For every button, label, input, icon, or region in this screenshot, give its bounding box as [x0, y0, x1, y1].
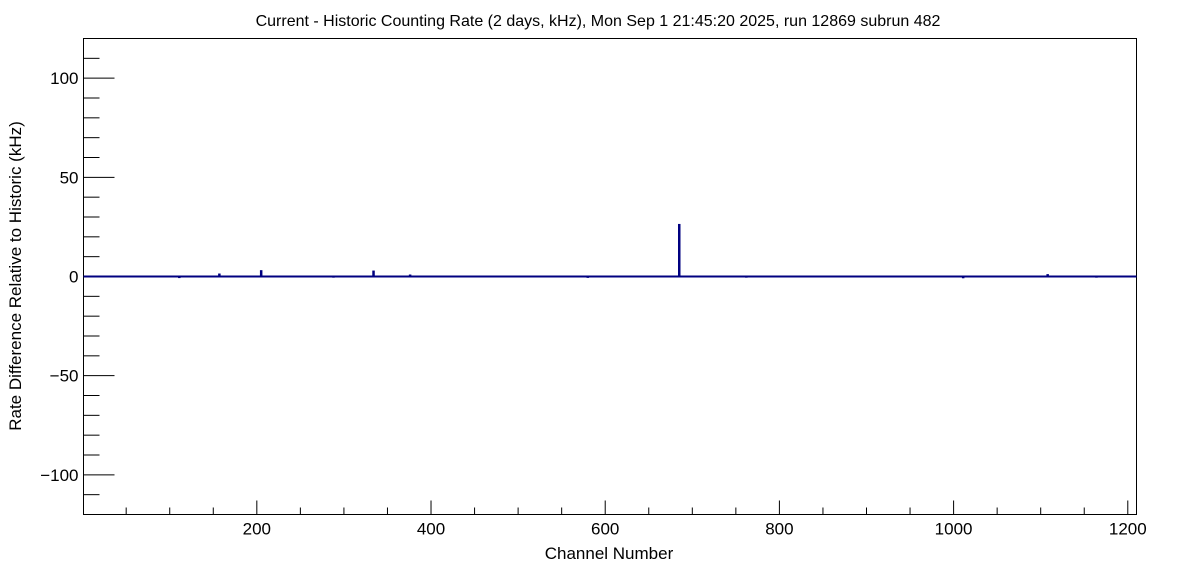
- x-tick-label: 800: [765, 520, 793, 539]
- y-tick-label: 100: [50, 69, 78, 88]
- y-tick-label: −50: [50, 367, 79, 386]
- x-tick-label: 600: [591, 520, 619, 539]
- y-tick-label: 50: [60, 168, 79, 187]
- y-axis-label: Rate Difference Relative to Historic (kH…: [6, 121, 25, 431]
- y-tick-label: −100: [40, 466, 78, 485]
- x-tick-label: 1200: [1109, 520, 1147, 539]
- x-tick-label: 1000: [935, 520, 973, 539]
- x-tick-label: 400: [417, 520, 445, 539]
- tick-labels: 200 400 600 800 1000 1200 100 50 0 −50 −100: [40, 69, 1147, 538]
- chart-title: Current - Historic Counting Rate (2 days…: [256, 13, 941, 30]
- data-series: [83, 223, 1137, 279]
- x-axis-label: Channel Number: [545, 544, 674, 563]
- y-tick-label: 0: [69, 268, 78, 287]
- x-tick-label: 200: [243, 520, 271, 539]
